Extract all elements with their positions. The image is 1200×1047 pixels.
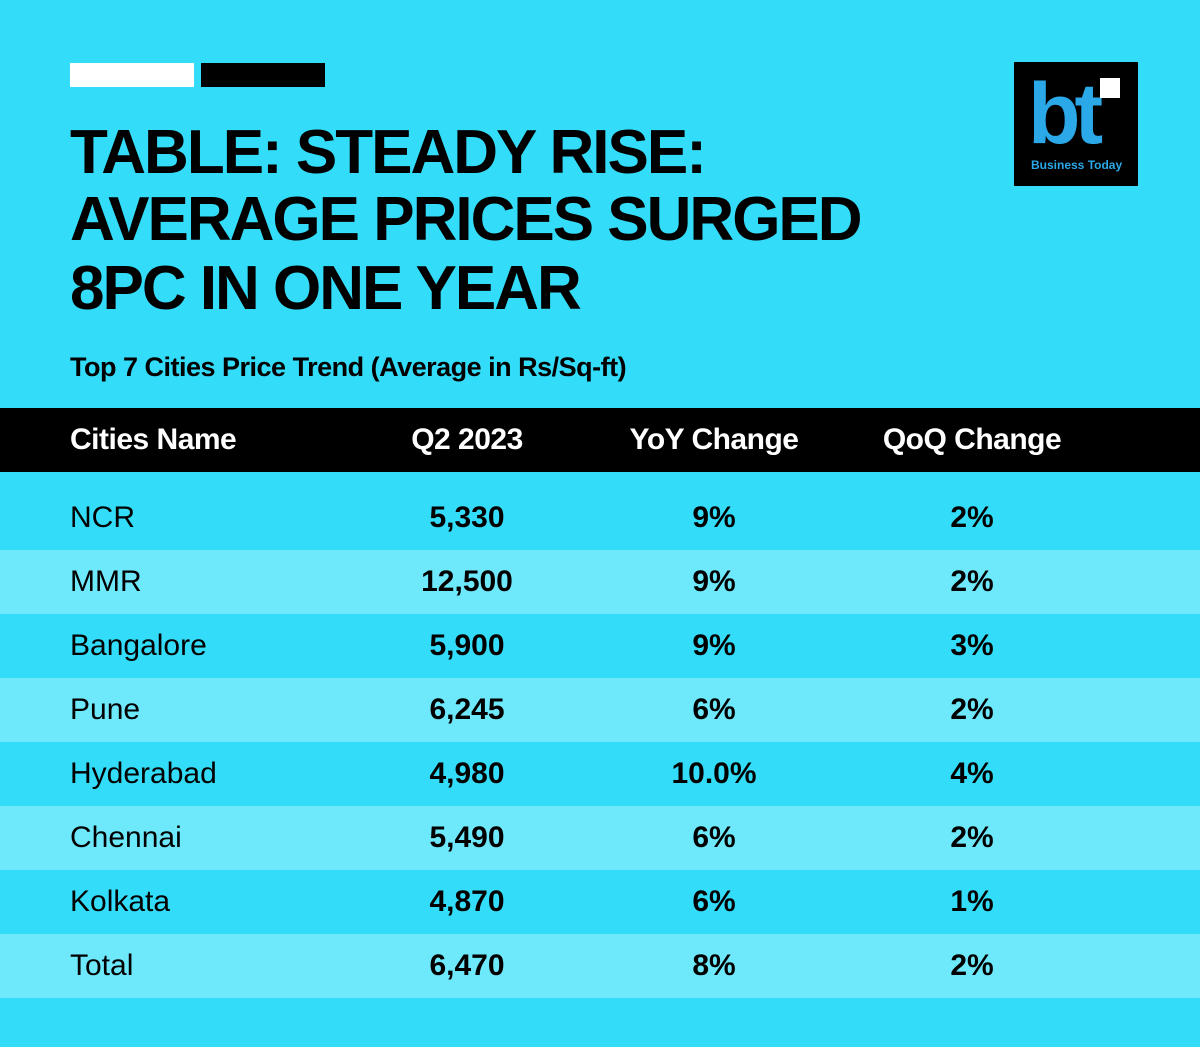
table-cell: 5,330 <box>429 501 505 534</box>
table-cell: 9% <box>692 565 736 598</box>
logo-mark: bt <box>1028 66 1103 162</box>
table-cell: 4,980 <box>429 757 505 790</box>
table-cell: 4,870 <box>429 885 505 918</box>
table-cell: 2% <box>950 565 994 598</box>
table-cell: 6% <box>692 821 736 854</box>
column-header: QoQ Change <box>882 423 1062 456</box>
table-cell: 8% <box>692 949 736 982</box>
title-line: TABLE: STEADY RISE: <box>70 118 707 187</box>
title-line: 8PC IN ONE YEAR <box>70 254 582 323</box>
logo-square <box>1100 78 1120 98</box>
table-cell: Bangalore <box>70 629 207 662</box>
table-cell: 4% <box>950 757 994 790</box>
table-cell: 2% <box>950 821 994 854</box>
column-header: Q2 2023 <box>411 423 523 456</box>
table-cell: 1% <box>950 885 994 918</box>
table-cell: 12,500 <box>421 565 513 598</box>
table-cell: 5,490 <box>429 821 505 854</box>
logo: bt Business Today <box>1014 62 1138 186</box>
table-cell: 2% <box>950 501 994 534</box>
table-cell: NCR <box>70 501 135 534</box>
table-cell: 6,245 <box>429 693 505 726</box>
logo-name: Business Today <box>1031 158 1123 172</box>
table-row: Chennai 5,490 6% 2% <box>0 806 1200 870</box>
table-row: Hyderabad 4,980 10.0% 4% <box>0 742 1200 806</box>
table-cell: 6% <box>692 693 736 726</box>
table-row: Bangalore 5,900 9% 3% <box>0 614 1200 678</box>
title-line: AVERAGE PRICES SURGED <box>70 185 863 254</box>
table-cell: Pune <box>70 693 141 726</box>
table-row: Kolkata 4,870 6% 1% <box>0 870 1200 934</box>
table-cell: 5,900 <box>429 629 505 662</box>
table-cell: 6,470 <box>429 949 505 982</box>
column-header: Cities Name <box>70 423 237 456</box>
table-cell: 10.0% <box>671 757 757 790</box>
table-cell: 6% <box>692 885 736 918</box>
table-cell: Kolkata <box>70 885 171 918</box>
table-cell: MMR <box>70 565 142 598</box>
table-cell: Hyderabad <box>70 757 217 790</box>
table-row: Pune 6,245 6% 2% <box>0 678 1200 742</box>
table-cell: 3% <box>950 629 994 662</box>
table-cell: 9% <box>692 629 736 662</box>
table-row: Total 6,470 8% 2% <box>0 934 1200 998</box>
table-cell: 2% <box>950 949 994 982</box>
column-header: YoY Change <box>629 423 799 456</box>
table-row: NCR 5,330 9% 2% <box>0 472 1200 550</box>
table-cell: Chennai <box>70 821 182 854</box>
white-bar <box>70 63 194 87</box>
table-header: Cities Name Q2 2023 YoY Change QoQ Change <box>0 408 1200 472</box>
black-bar <box>201 63 325 87</box>
table-cell: Total <box>70 949 134 982</box>
table-cell: 9% <box>692 501 736 534</box>
table-row: MMR 12,500 9% 2% <box>0 550 1200 614</box>
table-cell: 2% <box>950 693 994 726</box>
subtitle: Top 7 Cities Price Trend (Average in Rs/… <box>70 352 627 382</box>
